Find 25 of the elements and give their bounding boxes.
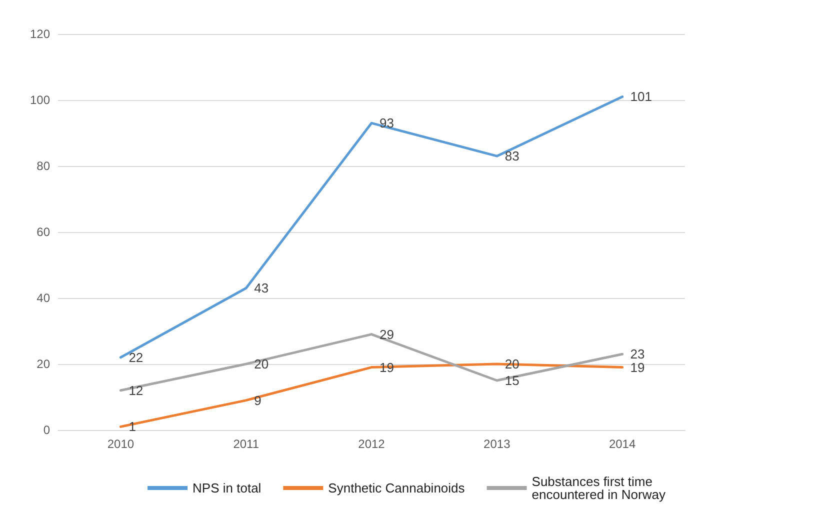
x-tick-label: 2010 bbox=[107, 437, 134, 451]
y-tick-label: 80 bbox=[36, 159, 50, 173]
x-tick-label: 2013 bbox=[484, 437, 511, 451]
data-label: 43 bbox=[254, 280, 269, 296]
y-tick-label: 0 bbox=[43, 423, 50, 437]
data-label: 29 bbox=[380, 326, 394, 342]
x-tick-label: 2014 bbox=[608, 437, 636, 451]
y-tick-label: 100 bbox=[30, 93, 50, 107]
x-tick-label: 2011 bbox=[233, 437, 260, 451]
legend-label: Synthetic Cannabinoids bbox=[328, 480, 466, 496]
data-label: 19 bbox=[630, 360, 645, 375]
y-tick-label: 20 bbox=[36, 357, 50, 371]
data-label: 20 bbox=[254, 356, 269, 372]
data-label: 83 bbox=[504, 148, 520, 164]
data-label: 22 bbox=[128, 350, 144, 365]
data-label: 15 bbox=[504, 373, 520, 388]
y-tick-label: 60 bbox=[36, 225, 50, 239]
x-tick-label: 2012 bbox=[358, 437, 386, 451]
legend-label: Substances first time encountered in Norway bbox=[532, 474, 666, 502]
data-label: 101 bbox=[630, 89, 652, 104]
data-label: 12 bbox=[128, 382, 144, 398]
y-tick-label: 120 bbox=[30, 27, 50, 41]
y-tick-label: 40 bbox=[36, 291, 50, 305]
data-label: 23 bbox=[630, 346, 645, 362]
legend-label: NPS in total bbox=[192, 480, 262, 496]
